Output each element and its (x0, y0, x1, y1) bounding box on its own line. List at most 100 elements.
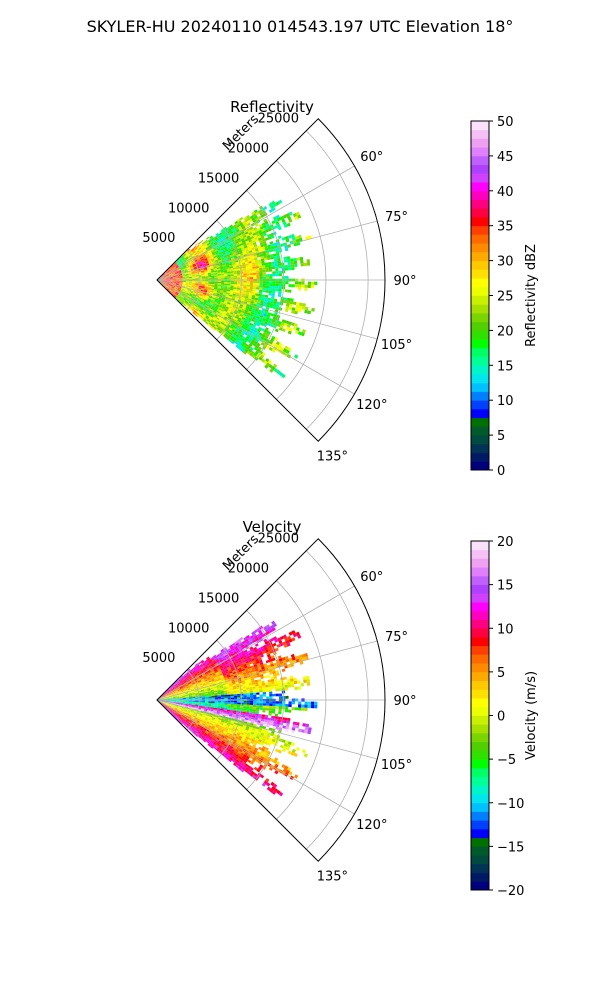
echo-cell (266, 362, 271, 367)
echo-cell (224, 228, 228, 232)
echo-cell (254, 649, 259, 653)
echo-cell (219, 262, 223, 265)
echo-cell (291, 307, 296, 311)
echo-cell (210, 291, 214, 294)
echo-cell (172, 283, 176, 285)
echo-cell (171, 685, 175, 688)
echo-cell (266, 302, 271, 306)
echo-cell (185, 703, 189, 705)
echo-cell (171, 265, 175, 268)
echo-cell (243, 222, 247, 226)
echo-cell (185, 283, 189, 285)
echo-cell (217, 281, 222, 284)
echo-cell (188, 286, 192, 288)
echo-cell (248, 683, 253, 686)
echo-cell (221, 242, 225, 246)
echo-cell (268, 684, 272, 688)
echo-cell (219, 295, 223, 298)
echo-cell (199, 714, 203, 717)
echo-cell (166, 701, 170, 703)
echo-cell (237, 330, 242, 335)
echo-cell (277, 260, 281, 264)
echo-cell (173, 687, 177, 690)
echo-cell (232, 243, 237, 247)
echo-cell (243, 236, 248, 240)
echo-cell (235, 714, 240, 717)
echo-cell (192, 294, 196, 297)
echo-cell (171, 285, 175, 288)
echo-cell (176, 697, 180, 698)
echo-cell (194, 286, 199, 289)
colorbar-swatch (471, 304, 489, 314)
echo-cell (166, 275, 170, 277)
echo-cell (214, 307, 218, 311)
echo-cell (295, 747, 300, 752)
echo-cell (209, 302, 213, 306)
echo-cell (183, 680, 187, 684)
echo-cell (164, 285, 168, 289)
echo-cell (278, 738, 283, 742)
echo-cell (242, 725, 247, 728)
echo-cell (250, 701, 254, 703)
echo-cell (248, 348, 253, 353)
echo-cell (196, 677, 200, 680)
echo-cell (237, 237, 241, 241)
echo-cell (226, 712, 230, 715)
echo-cell (263, 323, 267, 328)
echo-cell (243, 702, 247, 705)
echo-cell (246, 695, 250, 698)
echo-cell (204, 283, 209, 285)
echo-cell (174, 294, 177, 297)
echo-cell (211, 717, 216, 720)
echo-cell (246, 693, 250, 696)
echo-cell (248, 714, 253, 717)
echo-cell (241, 717, 246, 720)
echo-cell (242, 293, 246, 296)
echo-cell (179, 703, 183, 704)
echo-cell (215, 665, 220, 669)
echo-cell (226, 268, 231, 271)
echo-cell (178, 270, 182, 273)
echo-cell (223, 286, 228, 289)
echo-cell (162, 694, 166, 697)
echo-cell (297, 686, 301, 690)
echo-cell (204, 678, 208, 681)
echo-cell (278, 281, 283, 284)
echo-cell (246, 282, 250, 285)
echo-cell (228, 327, 233, 331)
echo-cell (248, 343, 253, 347)
echo-cell (210, 271, 215, 273)
echo-cell (207, 313, 211, 317)
echo-cell (271, 200, 276, 205)
colorbar-swatch (471, 286, 489, 296)
echo-cell (166, 269, 170, 272)
echo-cell (230, 280, 234, 283)
echo-cell (214, 250, 219, 254)
echo-cell (290, 742, 295, 747)
colorbar-swatch (471, 391, 489, 401)
echo-cell (258, 713, 262, 717)
echo-cell (268, 712, 272, 716)
echo-cell (231, 316, 235, 320)
echo-cell (185, 280, 190, 281)
echo-cell (208, 252, 212, 255)
echo-cell (188, 704, 192, 706)
echo-cell (221, 650, 225, 654)
echo-cell (211, 657, 215, 661)
echo-cell (272, 281, 276, 284)
echo-cell (250, 299, 255, 302)
echo-cell (250, 676, 255, 679)
echo-cell (203, 257, 208, 260)
echo-cell (284, 345, 289, 350)
echo-cell (229, 313, 233, 317)
echo-cell (258, 296, 262, 299)
echo-cell (191, 308, 195, 312)
echo-cell (174, 288, 177, 291)
echo-cell (198, 682, 203, 685)
echo-cell (241, 682, 246, 685)
echo-cell (173, 700, 177, 702)
echo-cell (225, 326, 229, 331)
echo-cell (188, 274, 192, 276)
echo-cell (253, 701, 257, 704)
echo-cell (171, 286, 175, 288)
